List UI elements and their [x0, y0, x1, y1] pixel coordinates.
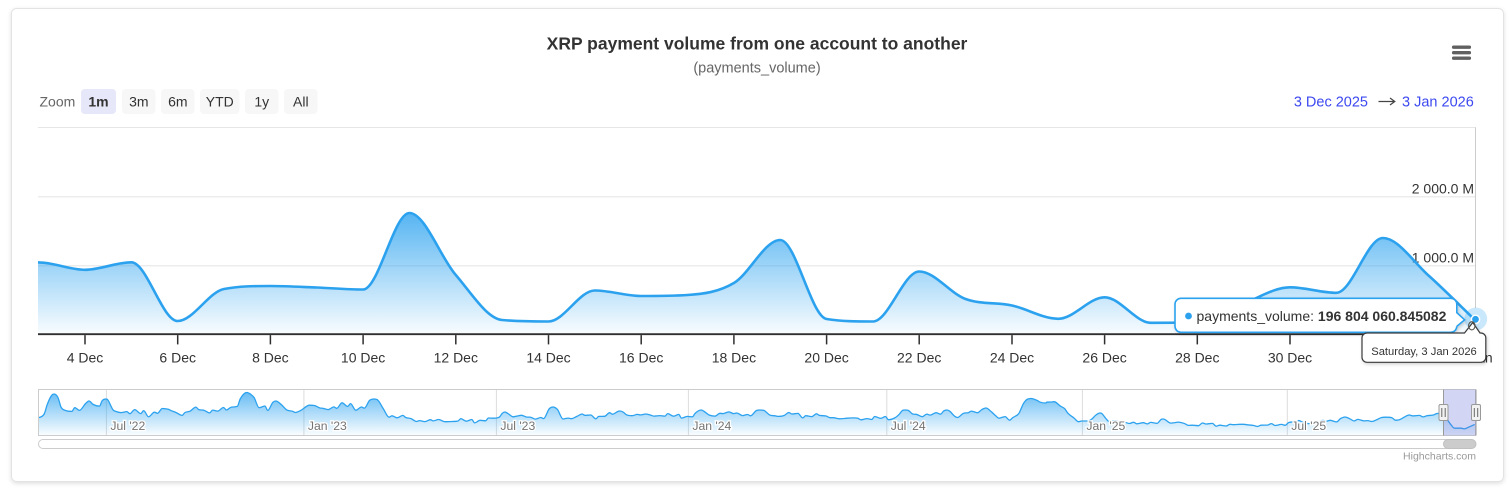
svg-text:Jan '24: Jan '24 — [692, 419, 731, 433]
svg-text:Saturday, 3 Jan 2026: Saturday, 3 Jan 2026 — [1371, 346, 1477, 358]
svg-text:payments_volume: 196 804 060.8: payments_volume: 196 804 060.845082 — [1197, 308, 1447, 324]
svg-text:Jan '23: Jan '23 — [308, 419, 347, 433]
svg-text:Highcharts.com: Highcharts.com — [1403, 451, 1476, 463]
svg-text:XRP payment volume from one ac: XRP payment volume from one account to a… — [547, 34, 968, 54]
svg-text:22 Dec: 22 Dec — [897, 350, 941, 366]
svg-text:Jul '24: Jul '24 — [891, 419, 926, 433]
svg-text:24 Dec: 24 Dec — [990, 350, 1034, 366]
svg-text:(payments_volume): (payments_volume) — [693, 61, 820, 77]
svg-text:28 Dec: 28 Dec — [1175, 350, 1219, 366]
svg-text:Jul '22: Jul '22 — [110, 419, 145, 433]
svg-text:18 Dec: 18 Dec — [712, 350, 756, 366]
svg-text:3 Jan 2026: 3 Jan 2026 — [1402, 95, 1474, 111]
svg-text:All: All — [293, 94, 309, 110]
svg-text:Jan '25: Jan '25 — [1086, 419, 1125, 433]
svg-text:1m: 1m — [88, 94, 108, 110]
svg-text:1y: 1y — [254, 94, 269, 110]
svg-text:14 Dec: 14 Dec — [526, 350, 570, 366]
svg-text:6m: 6m — [168, 94, 187, 110]
svg-text:YTD: YTD — [206, 94, 234, 110]
svg-text:26 Dec: 26 Dec — [1082, 350, 1126, 366]
svg-text:3m: 3m — [129, 94, 148, 110]
svg-text:12 Dec: 12 Dec — [434, 350, 478, 366]
svg-text:2 000.0 M: 2 000.0 M — [1412, 181, 1474, 197]
svg-text:4 Dec: 4 Dec — [67, 350, 104, 366]
svg-text:Jul '25: Jul '25 — [1291, 419, 1326, 433]
svg-text:Jul '23: Jul '23 — [500, 419, 535, 433]
svg-text:30 Dec: 30 Dec — [1268, 350, 1312, 366]
svg-text:20 Dec: 20 Dec — [804, 350, 848, 366]
svg-text:6 Dec: 6 Dec — [159, 350, 196, 366]
svg-text:1 000.0 M: 1 000.0 M — [1412, 250, 1474, 266]
svg-text:10 Dec: 10 Dec — [341, 350, 385, 366]
svg-text:8 Dec: 8 Dec — [252, 350, 289, 366]
svg-text:16 Dec: 16 Dec — [619, 350, 663, 366]
svg-text:3 Dec 2025: 3 Dec 2025 — [1294, 95, 1368, 111]
svg-text:Zoom: Zoom — [40, 94, 76, 110]
